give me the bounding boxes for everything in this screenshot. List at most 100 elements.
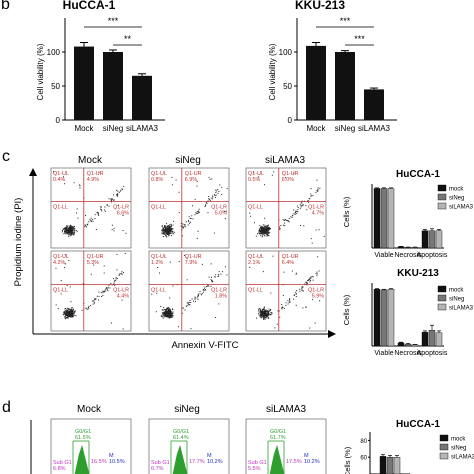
plot-frame [245, 250, 327, 332]
event-dot [124, 253, 126, 255]
event-dot [102, 290, 104, 292]
event-dot [111, 229, 113, 231]
event-dot [68, 314, 70, 316]
event-dot [70, 316, 72, 318]
legend-label: siLAMA3 [451, 455, 474, 461]
event-dot [169, 233, 171, 235]
event-dot [191, 298, 193, 300]
event-dot [262, 228, 264, 230]
event-dot [197, 295, 199, 297]
event-dot [168, 310, 170, 312]
event-dot [104, 210, 106, 212]
event-dot [116, 253, 118, 255]
event-dot [195, 212, 197, 214]
event-dot [307, 280, 309, 282]
event-dot [192, 300, 194, 302]
event-dot [207, 200, 209, 202]
event-dot [161, 316, 163, 318]
event-dot [163, 307, 165, 309]
event-dot [57, 308, 59, 310]
event-dot [101, 209, 103, 211]
event-dot [191, 205, 193, 207]
event-dot [166, 235, 168, 237]
event-dot [261, 313, 263, 315]
event-dot [184, 309, 186, 311]
event-dot [162, 312, 164, 314]
event-dot [265, 228, 267, 230]
event-dot [204, 286, 206, 288]
event-dot [266, 227, 268, 229]
event-dot [285, 219, 287, 221]
event-dot [106, 288, 108, 290]
event-dot [167, 232, 169, 234]
event-dot [69, 226, 71, 228]
event-dot [269, 229, 271, 231]
event-dot [164, 311, 166, 313]
event-dot [308, 197, 310, 199]
event-dot [74, 311, 76, 313]
event-dot [73, 313, 75, 315]
event-dot [90, 220, 92, 222]
event-dot [265, 312, 267, 314]
event-dot [171, 316, 173, 318]
event-dot [265, 232, 267, 234]
event-dot [165, 315, 167, 317]
event-dot [182, 223, 184, 225]
event-dot [72, 233, 74, 235]
event-dot [208, 199, 210, 201]
event-dot [70, 315, 72, 317]
event-dot [100, 206, 102, 208]
event-dot [110, 200, 112, 202]
event-dot [67, 232, 69, 234]
event-dot [197, 294, 199, 296]
event-dot [296, 205, 298, 207]
event-dot [260, 316, 262, 318]
event-dot [310, 195, 312, 197]
event-dot [117, 194, 119, 196]
event-dot [164, 311, 166, 313]
event-dot [73, 182, 75, 184]
event-dot [165, 231, 167, 233]
event-dot [86, 308, 88, 310]
event-dot [95, 298, 97, 300]
event-dot [213, 232, 215, 234]
event-dot [309, 279, 311, 281]
event-dot [262, 224, 264, 226]
event-dot [260, 234, 262, 236]
event-dot [310, 193, 312, 195]
event-dot [169, 317, 171, 319]
event-dot [98, 214, 100, 216]
event-dot [163, 311, 165, 313]
event-dot [301, 200, 303, 202]
event-dot [112, 199, 114, 201]
event-dot [172, 309, 174, 311]
event-dot [218, 303, 220, 305]
event-dot [165, 314, 167, 316]
event-dot [264, 310, 266, 312]
flow-x-axis-label: Annexin V-FITC [171, 340, 238, 351]
event-dot [285, 304, 287, 306]
event-dot [167, 311, 169, 313]
plot-frame [148, 167, 230, 249]
event-dot [64, 228, 66, 230]
event-dot [71, 230, 73, 232]
event-dot [77, 217, 79, 219]
event-dot [121, 271, 123, 273]
event-dot [70, 301, 72, 303]
event-dot [70, 227, 72, 229]
event-dot [163, 232, 165, 234]
event-dot [63, 183, 65, 185]
event-dot [94, 299, 96, 301]
event-dot [302, 205, 304, 207]
event-dot [263, 312, 265, 314]
event-dot [190, 217, 192, 219]
event-dot [301, 287, 303, 289]
event-dot [163, 312, 165, 314]
event-dot [249, 212, 251, 214]
quadrant-value: 2.1% [248, 260, 260, 266]
event-dot [226, 188, 228, 190]
event-dot [197, 230, 199, 232]
event-dot [299, 204, 301, 206]
event-dot [170, 225, 172, 227]
